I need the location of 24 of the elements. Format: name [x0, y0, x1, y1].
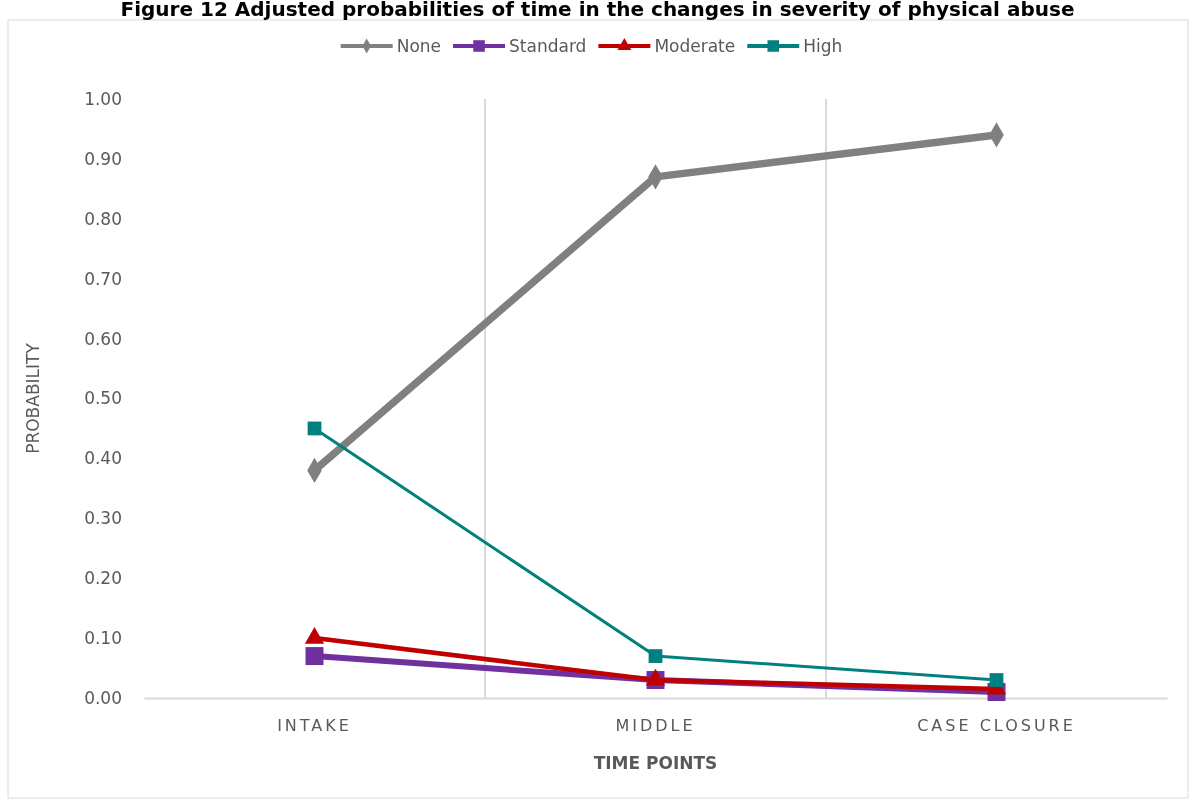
legend-label: None: [396, 36, 442, 56]
legend-label: Moderate: [654, 36, 736, 56]
point: [989, 673, 1004, 687]
y-tick-label: 0.90: [84, 148, 122, 169]
x-tick-label: MIDDLE: [615, 716, 696, 736]
x-tick-label: CASE CLOSURE: [917, 716, 1076, 736]
x-axis-title: TIME POINTS: [593, 753, 718, 773]
y-tick-label: 0.50: [84, 388, 122, 409]
chart-title: Figure 12 Adjusted probabilities of time in the changes in severity of physical abuse: [120, 0, 1075, 21]
y-tick-label: 0.80: [84, 208, 122, 229]
y-tick-label: 0.40: [84, 448, 122, 469]
y-tick-label: 0.70: [84, 268, 122, 289]
y-tick-label: 0.20: [84, 568, 122, 589]
y-tick-label: 1.00: [84, 88, 122, 109]
y-tick-label: 0.10: [84, 628, 122, 649]
y-tick-label: 0.60: [84, 328, 122, 349]
y-tick-label: 0.00: [84, 687, 122, 708]
legend-label: High: [803, 36, 843, 56]
legend-label: Standard: [509, 36, 587, 56]
y-axis-title: PROBABILITY: [23, 342, 43, 454]
x-tick-label: INTAKE: [277, 716, 352, 736]
point: [648, 649, 663, 663]
y-tick-label: 0.30: [84, 508, 122, 529]
point: [305, 647, 324, 666]
